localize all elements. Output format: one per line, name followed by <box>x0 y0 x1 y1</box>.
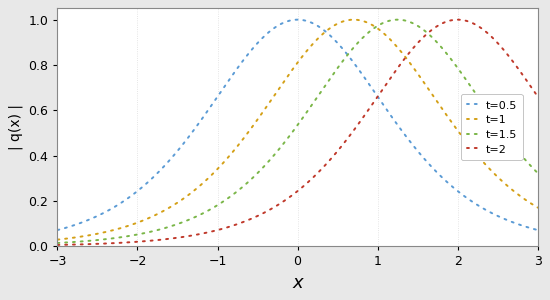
Y-axis label: | q(x) |: | q(x) | <box>8 104 23 150</box>
t=1 <box>138 220 144 223</box>
t=2 <box>454 18 461 22</box>
t=1 <box>259 111 266 114</box>
t=2 <box>54 243 60 247</box>
t=0.5 <box>54 228 60 232</box>
t=1.5 <box>54 241 60 245</box>
t=1.5 <box>238 186 245 190</box>
t=0.5 <box>259 36 266 40</box>
t=0.5 <box>238 61 245 64</box>
t=1 <box>535 206 541 209</box>
t=1.5 <box>474 93 480 97</box>
t=2 <box>109 242 116 245</box>
Line: t=1: t=1 <box>57 20 538 240</box>
t=1.5 <box>525 161 532 165</box>
t=1 <box>238 139 245 143</box>
t=1 <box>525 200 532 204</box>
Line: t=0.5: t=0.5 <box>57 20 538 230</box>
Line: t=1.5: t=1.5 <box>57 20 538 243</box>
t=0.5 <box>109 206 116 210</box>
t=1.5 <box>394 18 401 22</box>
t=2 <box>535 95 541 98</box>
t=2 <box>238 221 245 224</box>
t=1 <box>54 238 60 242</box>
t=1 <box>109 229 116 232</box>
t=2 <box>259 212 266 215</box>
t=1 <box>474 153 480 156</box>
X-axis label: x: x <box>292 274 303 292</box>
t=0.5 <box>535 228 541 232</box>
t=0.5 <box>138 187 144 190</box>
t=1.5 <box>138 232 144 236</box>
t=0.5 <box>474 203 480 206</box>
t=1 <box>350 18 357 22</box>
t=1.5 <box>535 171 541 175</box>
Legend: t=0.5, t=1, t=1.5, t=2: t=0.5, t=1, t=1.5, t=2 <box>461 94 522 160</box>
t=2 <box>138 240 144 243</box>
t=1.5 <box>109 237 116 240</box>
t=0.5 <box>525 226 532 229</box>
Line: t=2: t=2 <box>57 20 538 245</box>
t=1.5 <box>259 166 266 170</box>
t=2 <box>474 23 480 27</box>
t=0.5 <box>294 18 301 22</box>
t=2 <box>525 81 532 85</box>
